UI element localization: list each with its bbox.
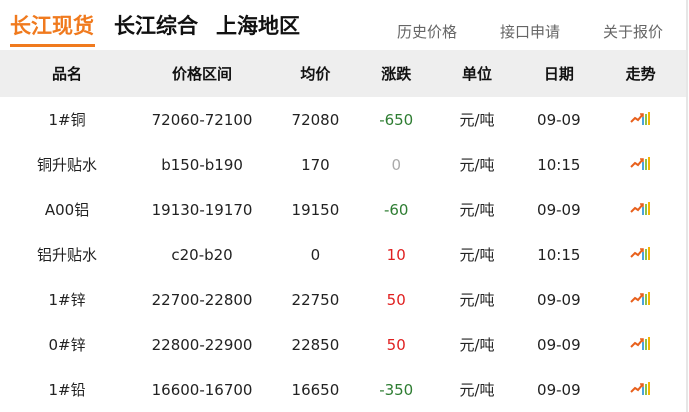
column-header: 品名: [52, 65, 83, 83]
tab-bar: 长江现货 长江综合 上海地区 历史价格 接口申请 关于报价: [0, 0, 686, 50]
about-price-link[interactable]: 关于报价: [603, 23, 664, 41]
cell-name: 铜升贴水: [37, 156, 98, 174]
cell-change: -350: [379, 380, 414, 399]
cell-unit: 元/吨: [459, 291, 495, 309]
cell-unit: 元/吨: [459, 156, 495, 174]
table-row: 铝升贴水 c20-b20 0 10 元/吨 10:15: [0, 232, 686, 277]
table-row: 铜升贴水 b150-b190 170 0 元/吨 10:15: [0, 142, 686, 187]
cell-change: 50: [386, 290, 406, 309]
table-header: 品名 价格区间 均价 涨跌 单位 日期 走势: [0, 50, 686, 97]
trend-chart-icon[interactable]: [595, 291, 686, 309]
table-row: A00铝 19130-19170 19150 -60 元/吨 09-09: [0, 187, 686, 232]
history-price-link[interactable]: 历史价格: [397, 23, 458, 41]
table-row: 1#铅 16600-16700 16650 -350 元/吨 09-09: [0, 367, 686, 412]
cell-range: b150-b190: [161, 155, 243, 174]
column-header: 单位: [462, 65, 493, 83]
tab-shanghai[interactable]: 上海地区: [216, 14, 300, 38]
cell-unit: 元/吨: [459, 336, 495, 354]
price-table: 1#铜 72060-72100 72080 -650 元/吨 09-09 铜升贴水 b150-…: [0, 97, 686, 412]
cell-date: 10:15: [537, 155, 581, 174]
cell-change: 0: [391, 155, 401, 174]
table-row: 1#铜 72060-72100 72080 -650 元/吨 09-09: [0, 97, 686, 142]
cell-range: 19130-19170: [151, 200, 253, 219]
cell-unit: 元/吨: [459, 111, 495, 129]
cell-name: A00铝: [44, 201, 90, 219]
cell-date: 10:15: [537, 245, 581, 264]
trend-chart-icon[interactable]: [595, 381, 686, 399]
table-row: 0#锌 22800-22900 22850 50 元/吨 09-09: [0, 322, 686, 367]
trend-chart-icon[interactable]: [595, 201, 686, 219]
cell-change: -60: [383, 200, 409, 219]
cell-unit: 元/吨: [459, 246, 495, 264]
cell-range: 22700-22800: [151, 290, 253, 309]
cell-range: c20-b20: [171, 245, 233, 264]
cell-date: 09-09: [537, 110, 581, 129]
cell-unit: 元/吨: [459, 381, 495, 399]
column-header: 涨跌: [381, 65, 412, 83]
column-header: 走势: [625, 65, 656, 83]
column-header: 价格区间: [172, 65, 233, 83]
cell-avg: 22750: [291, 290, 340, 309]
cell-date: 09-09: [537, 335, 581, 354]
cell-date: 09-09: [537, 380, 581, 399]
cell-change: 50: [386, 335, 406, 354]
column-header: 均价: [300, 65, 331, 83]
cell-unit: 元/吨: [459, 201, 495, 219]
trend-chart-icon[interactable]: [595, 246, 686, 264]
trend-chart-icon[interactable]: [595, 336, 686, 354]
cell-change: -650: [379, 110, 414, 129]
cell-avg: 19150: [291, 200, 340, 219]
cell-avg: 72080: [291, 110, 340, 129]
cell-name: 1#铅: [48, 381, 86, 399]
cell-avg: 16650: [291, 380, 340, 399]
cell-avg: 0: [310, 245, 321, 264]
cell-date: 09-09: [537, 200, 581, 219]
cell-range: 22800-22900: [151, 335, 253, 354]
cell-range: 72060-72100: [151, 110, 253, 129]
cell-range: 16600-16700: [151, 380, 253, 399]
cell-change: 10: [386, 245, 406, 264]
tab-changjiang-spot[interactable]: 长江现货: [10, 14, 94, 38]
cell-avg: 170: [301, 155, 330, 174]
table-row: 1#锌 22700-22800 22750 50 元/吨 09-09: [0, 277, 686, 322]
cell-name: 0#锌: [48, 336, 86, 354]
active-tab-underline: [10, 44, 95, 47]
cell-name: 铝升贴水: [37, 246, 98, 264]
tab-changjiang-composite[interactable]: 长江综合: [114, 14, 198, 38]
column-header: 日期: [543, 65, 574, 83]
cell-name: 1#铜: [48, 111, 86, 129]
cell-name: 1#锌: [48, 291, 86, 309]
trend-chart-icon[interactable]: [595, 111, 686, 129]
trend-chart-icon[interactable]: [595, 156, 686, 174]
api-apply-link[interactable]: 接口申请: [500, 23, 561, 41]
cell-date: 09-09: [537, 290, 581, 309]
cell-avg: 22850: [291, 335, 340, 354]
